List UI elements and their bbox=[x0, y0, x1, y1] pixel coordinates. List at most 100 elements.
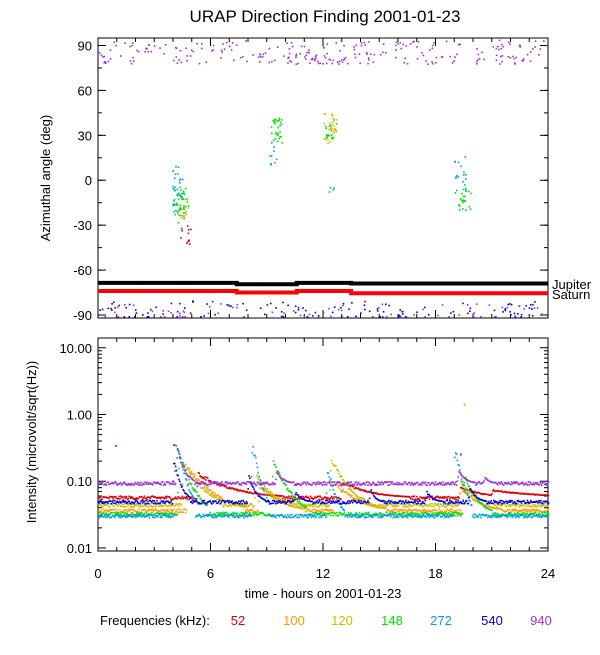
intensity-point bbox=[291, 492, 293, 495]
intensity-point bbox=[264, 488, 266, 490]
azimuth-point bbox=[382, 51, 384, 54]
intensity-point bbox=[270, 495, 272, 497]
intensity-point bbox=[498, 500, 501, 502]
intensity-point bbox=[191, 502, 194, 505]
intensity-point bbox=[118, 483, 120, 485]
frequency-legend: Frequencies (kHz): 52 100 120 148 272 540 940 bbox=[100, 613, 552, 628]
intensity-point bbox=[368, 503, 371, 506]
intensity-point bbox=[422, 513, 425, 516]
intensity-point bbox=[256, 509, 259, 512]
intensity-point bbox=[373, 504, 376, 506]
intensity-point bbox=[350, 500, 352, 503]
intensity-point bbox=[503, 502, 506, 505]
intensity-point bbox=[518, 514, 520, 517]
intensity-point bbox=[413, 499, 416, 502]
intensity-point bbox=[290, 495, 292, 498]
intensity-point bbox=[400, 483, 403, 485]
intensity-point bbox=[146, 510, 148, 512]
intensity-point bbox=[131, 512, 134, 514]
intensity-point bbox=[336, 515, 339, 517]
intensity-point bbox=[135, 511, 138, 513]
intensity-point bbox=[201, 481, 204, 484]
intensity-point bbox=[380, 493, 383, 495]
azimuth-point bbox=[205, 61, 208, 64]
intensity-point bbox=[450, 515, 453, 518]
intensity-point bbox=[320, 516, 323, 519]
azimuth-point bbox=[372, 61, 375, 64]
azimuth-point bbox=[228, 45, 231, 48]
intensity-point bbox=[290, 516, 292, 519]
intensity-point bbox=[135, 512, 138, 515]
azimuth-point bbox=[245, 309, 248, 311]
intensity-point bbox=[180, 504, 183, 506]
azimuth-point bbox=[512, 55, 514, 58]
intensity-point bbox=[262, 493, 265, 496]
intensity-point bbox=[517, 502, 519, 505]
intensity-point bbox=[154, 482, 157, 485]
intensity-point bbox=[198, 482, 201, 484]
intensity-point bbox=[483, 506, 486, 508]
intensity-point bbox=[109, 482, 112, 485]
azimuth-point bbox=[335, 42, 338, 44]
intensity-point bbox=[508, 513, 510, 516]
azimuth-point bbox=[340, 309, 343, 312]
intensity-point bbox=[233, 516, 236, 519]
intensity-point bbox=[386, 515, 389, 517]
intensity-point bbox=[470, 480, 473, 483]
intensity-point bbox=[199, 483, 201, 486]
intensity-point bbox=[165, 500, 168, 503]
intensity-point bbox=[382, 493, 384, 496]
intensity-point bbox=[468, 492, 471, 494]
intensity-point bbox=[307, 482, 309, 485]
intensity-point bbox=[309, 513, 312, 516]
intensity-point bbox=[357, 482, 359, 485]
intensity-point bbox=[412, 512, 415, 515]
intensity-point bbox=[262, 498, 265, 500]
intensity-point bbox=[234, 512, 237, 514]
intensity-point bbox=[234, 516, 237, 518]
intensity-point bbox=[507, 514, 509, 517]
azimuth-point bbox=[179, 178, 182, 180]
azimuth-point bbox=[291, 45, 294, 48]
intensity-point bbox=[539, 506, 541, 508]
intensity-point bbox=[546, 505, 549, 507]
intensity-point bbox=[162, 505, 165, 507]
intensity-point bbox=[218, 482, 221, 485]
azimuth-point bbox=[299, 314, 302, 317]
intensity-point bbox=[407, 496, 410, 498]
intensity-point bbox=[309, 503, 312, 506]
azimuth-point bbox=[208, 305, 211, 308]
intensity-point bbox=[516, 500, 519, 502]
intensity-point bbox=[171, 498, 174, 501]
intensity-point bbox=[98, 514, 100, 517]
intensity-point bbox=[464, 487, 466, 490]
azimuth-point bbox=[328, 307, 330, 310]
intensity-point bbox=[534, 504, 536, 506]
intensity-point bbox=[480, 498, 482, 501]
azimuth-point bbox=[183, 307, 186, 309]
intensity-point bbox=[447, 481, 449, 484]
intensity-point bbox=[470, 494, 473, 496]
intensity-point bbox=[351, 516, 353, 519]
intensity-point bbox=[332, 514, 335, 517]
azimuth-point bbox=[175, 56, 178, 58]
intensity-point bbox=[507, 513, 509, 515]
intensity-point bbox=[469, 488, 471, 490]
intensity-point bbox=[190, 477, 193, 480]
intensity-point bbox=[197, 481, 200, 484]
intensity-point bbox=[249, 477, 251, 479]
intensity-point bbox=[434, 509, 437, 512]
intensity-point bbox=[163, 513, 166, 516]
intensity-point bbox=[318, 481, 320, 483]
azimuth-point bbox=[324, 113, 326, 116]
intensity-point bbox=[141, 499, 143, 502]
intensity-point bbox=[525, 516, 528, 518]
intensity-point bbox=[477, 491, 480, 494]
intensity-point bbox=[395, 495, 398, 497]
intensity-point bbox=[155, 503, 157, 505]
intensity-point bbox=[179, 461, 182, 464]
azimuth-point bbox=[330, 129, 333, 132]
intensity-point bbox=[259, 480, 261, 483]
intensity-point bbox=[339, 503, 341, 506]
intensity-point bbox=[176, 513, 179, 516]
